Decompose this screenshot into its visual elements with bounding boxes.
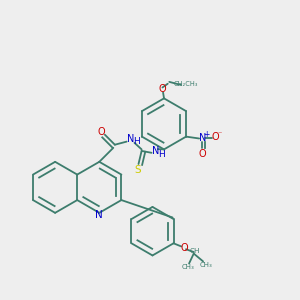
- Text: H: H: [133, 137, 140, 146]
- Text: O: O: [180, 243, 188, 253]
- Text: S: S: [135, 165, 141, 175]
- Text: N: N: [127, 134, 134, 144]
- Text: O: O: [212, 132, 220, 142]
- Text: O: O: [98, 127, 106, 136]
- Text: N: N: [95, 210, 103, 220]
- Text: N: N: [152, 146, 159, 156]
- Text: ⁻: ⁻: [218, 129, 222, 138]
- Text: O: O: [159, 84, 166, 94]
- Text: N: N: [199, 134, 206, 143]
- Text: O: O: [199, 149, 206, 159]
- Text: CH₃: CH₃: [200, 262, 212, 268]
- Text: +: +: [203, 130, 209, 139]
- Text: H: H: [158, 149, 165, 158]
- Text: CH: CH: [190, 248, 200, 254]
- Text: CH₃: CH₃: [182, 264, 194, 270]
- Text: CH₂CH₃: CH₂CH₃: [173, 81, 198, 87]
